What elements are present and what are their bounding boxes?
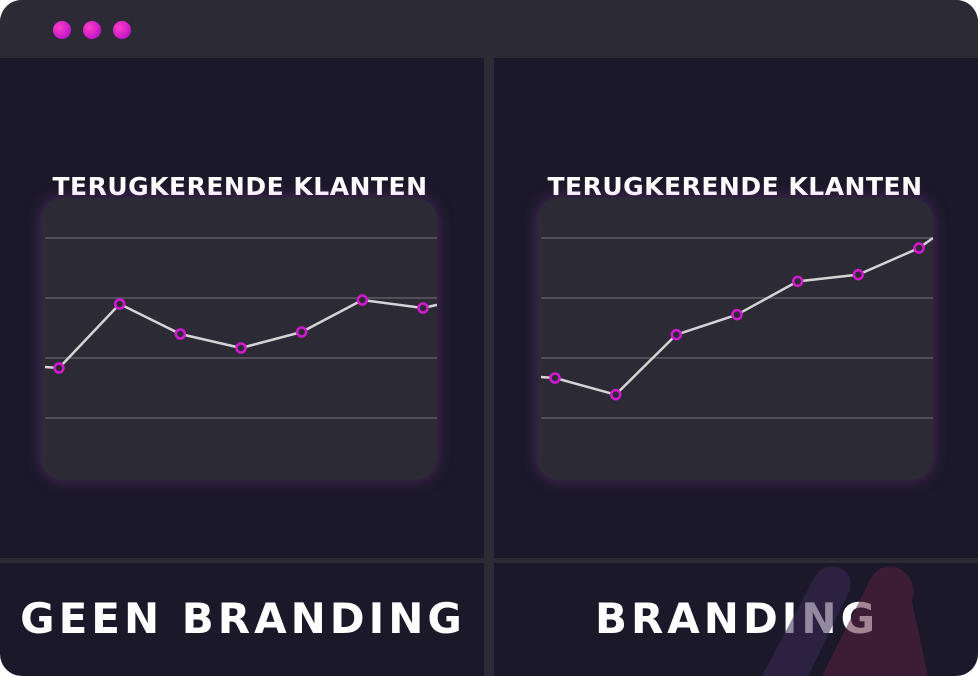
data-point <box>913 242 925 254</box>
data-point <box>549 372 561 384</box>
data-point <box>609 388 622 401</box>
data-point <box>235 342 247 354</box>
data-point <box>731 308 743 321</box>
minimize-dot[interactable] <box>83 21 101 39</box>
data-point <box>852 268 865 281</box>
line-chart-right <box>540 236 933 419</box>
data-point <box>670 328 683 341</box>
line-chart-left <box>44 237 437 419</box>
label-geen-branding: GEEN BRANDING <box>20 594 466 643</box>
chart-title-right: TERUGKERENDE KLANTEN <box>547 172 923 201</box>
data-point <box>113 298 126 310</box>
logo-stroke-right <box>822 566 928 676</box>
close-dot[interactable] <box>53 21 71 39</box>
title-bar <box>0 0 978 58</box>
data-point <box>295 326 308 338</box>
logo-stroke-left <box>762 566 851 676</box>
data-point <box>174 328 187 340</box>
data-point <box>791 275 804 288</box>
chart-card-left <box>41 198 437 480</box>
brand-logo-watermark <box>762 566 928 676</box>
chart-card-right <box>537 198 933 480</box>
vertical-divider <box>484 58 494 676</box>
maximize-dot[interactable] <box>113 21 131 39</box>
data-point <box>53 362 65 374</box>
chart-title-left: TERUGKERENDE KLANTEN <box>52 172 428 201</box>
data-point <box>356 294 369 306</box>
horizontal-divider <box>0 558 978 563</box>
data-point <box>417 302 429 314</box>
